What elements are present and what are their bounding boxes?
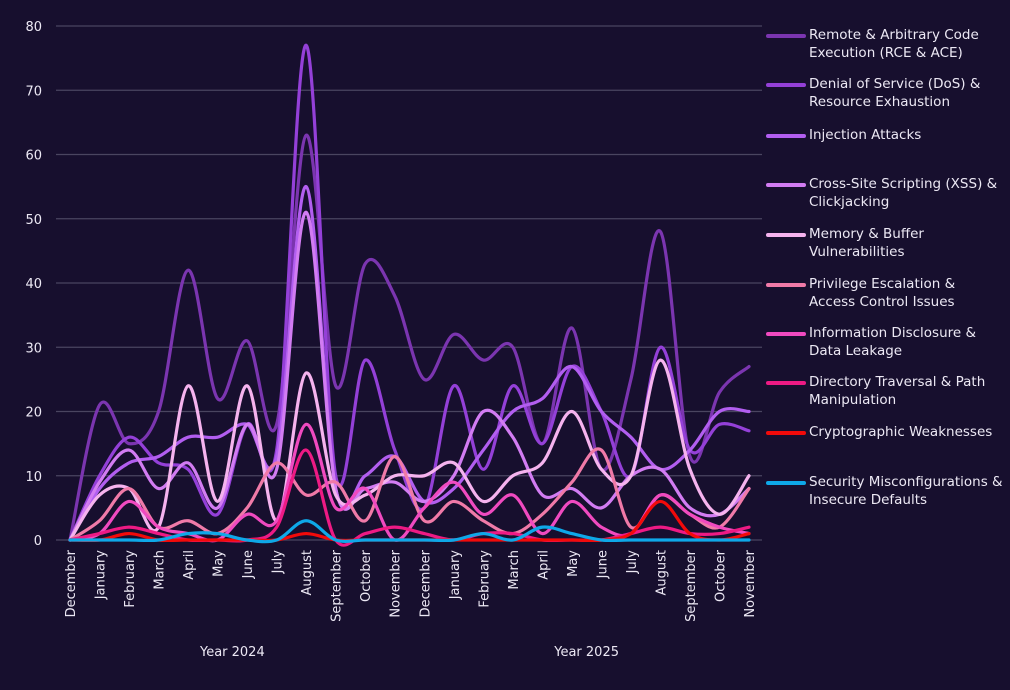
y-tick-label: 60	[25, 149, 42, 164]
legend-item: Information Disclosure & Data Leakage	[766, 324, 1004, 360]
legend-swatch-icon	[766, 183, 806, 187]
y-tick-label: 40	[25, 277, 42, 292]
x-tick-label: November	[743, 549, 758, 617]
x-tick-label: January	[448, 550, 463, 601]
x-tick-label: August	[654, 550, 669, 596]
x-tick-label: August	[300, 550, 315, 596]
legend-swatch-icon	[766, 83, 806, 87]
series-lines	[68, 43, 751, 547]
legend-item: Memory & Buffer Vulnerabilities	[766, 225, 1004, 261]
legend-label: Denial of Service (DoS) & Resource Exhau…	[809, 76, 981, 110]
legend-label: Information Disclosure & Data Leakage	[809, 325, 977, 359]
x-tick-label: June	[241, 550, 256, 579]
legend-item: Injection Attacks	[766, 126, 1004, 144]
series-line-9	[68, 499, 751, 543]
x-tick-label: December	[418, 549, 433, 617]
x-tick-label: March	[153, 550, 168, 590]
x-tick-label: July	[625, 550, 640, 575]
legend-item: Cryptographic Weaknesses	[766, 423, 1004, 441]
legend-item: Denial of Service (DoS) & Resource Exhau…	[766, 75, 1004, 111]
x-tick-label: May	[566, 550, 581, 577]
legend-swatch-icon	[766, 34, 806, 38]
series-line-6	[68, 447, 751, 542]
x-tick-label: September	[684, 549, 699, 622]
x-tick-label: October	[359, 549, 374, 602]
x-axis-ticks: December January February March April May June…	[64, 549, 758, 622]
series-line-2	[68, 43, 751, 542]
series-line-3	[68, 185, 751, 542]
y-tick-label: 20	[25, 406, 42, 421]
series-line-10	[68, 519, 751, 544]
x-tick-label: March	[507, 550, 522, 590]
y-tick-label: 30	[25, 341, 42, 356]
legend-swatch-icon	[766, 134, 806, 138]
legend-item: Security Misconfigurations & Insecure De…	[766, 473, 1004, 509]
legend-swatch-icon	[766, 381, 806, 385]
legend-label: Security Misconfigurations & Insecure De…	[809, 474, 1003, 508]
x-tick-label: June	[595, 550, 610, 579]
x-tick-label: September	[330, 549, 345, 622]
legend-swatch-icon	[766, 233, 806, 237]
legend-label: Privilege Escalation & Access Control Is…	[809, 276, 956, 310]
legend-label: Injection Attacks	[809, 127, 922, 143]
x-tick-label: January	[94, 550, 109, 601]
legend-label: Memory & Buffer Vulnerabilities	[809, 226, 924, 260]
legend-label: Directory Traversal & Path Manipulation	[809, 374, 986, 408]
legend-item: Privilege Escalation & Access Control Is…	[766, 275, 1004, 311]
legend-label: Cryptographic Weaknesses	[809, 424, 993, 440]
x-tick-label: October	[713, 549, 728, 602]
y-tick-label: 50	[25, 213, 42, 228]
x-tick-label: February	[477, 550, 492, 608]
y-axis-ticks: 0 10 20 30 40 50 60 70 80	[25, 20, 42, 549]
x-tick-label: July	[271, 550, 286, 575]
y-tick-label: 10	[25, 470, 42, 485]
x-tick-label: December	[64, 549, 79, 617]
x-tick-label: April	[182, 550, 197, 580]
x-tick-label: November	[389, 549, 404, 617]
x-tick-label: April	[536, 550, 551, 580]
legend-label: Cross-Site Scripting (XSS) & Clickjackin…	[809, 176, 998, 210]
year-group-label: Year 2024	[199, 645, 265, 660]
legend-item: Remote & Arbitrary Code Execution (RCE &…	[766, 26, 1004, 62]
legend-item: Directory Traversal & Path Manipulation	[766, 373, 1004, 409]
x-tick-label: May	[212, 550, 227, 577]
legend-label: Remote & Arbitrary Code Execution (RCE &…	[809, 27, 979, 61]
legend-item: Cross-Site Scripting (XSS) & Clickjackin…	[766, 175, 1004, 211]
legend-swatch-icon	[766, 481, 806, 485]
x-axis-year-groups: Year 2024 Year 2025	[199, 645, 619, 660]
legend-swatch-icon	[766, 431, 806, 435]
y-tick-label: 70	[25, 84, 42, 99]
legend-swatch-icon	[766, 283, 806, 287]
series-line-1	[68, 133, 751, 542]
y-tick-label: 0	[34, 534, 42, 549]
year-group-label: Year 2025	[553, 645, 619, 660]
x-tick-label: February	[123, 550, 138, 608]
legend-swatch-icon	[766, 332, 806, 336]
y-tick-label: 80	[25, 20, 42, 35]
